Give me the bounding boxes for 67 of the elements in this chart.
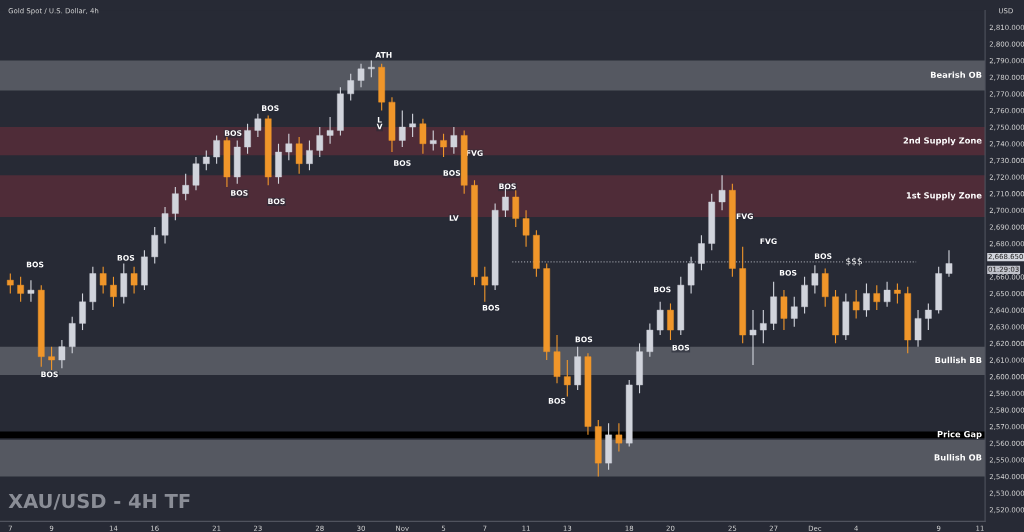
candlestick <box>7 272 14 295</box>
candlestick <box>68 316 76 354</box>
candlestick <box>780 289 788 331</box>
candlestick <box>398 109 406 148</box>
candlestick <box>151 226 159 265</box>
candlestick <box>914 309 922 348</box>
candlestick <box>852 289 860 319</box>
candlestick <box>347 73 355 102</box>
candlestick <box>522 209 530 248</box>
candlestick <box>285 133 293 161</box>
candlestick <box>646 322 654 358</box>
candlestick <box>79 292 86 331</box>
band-label: 2nd Supply Zone <box>903 137 982 146</box>
candlestick <box>316 126 324 158</box>
candlestick <box>110 276 117 308</box>
band-label: 1st Supply Zone <box>906 192 982 201</box>
candlestick <box>182 173 189 201</box>
candlestick <box>883 281 891 308</box>
candlestick <box>161 206 169 245</box>
candlestick <box>615 422 623 453</box>
annotation: XAU/USD - 4H TF <box>8 493 190 510</box>
candlestick <box>873 284 881 311</box>
candlestick <box>213 134 220 165</box>
candlestick <box>172 186 179 221</box>
candlestick <box>564 359 571 398</box>
candlestick <box>419 118 427 155</box>
candlestick <box>790 296 798 328</box>
candlestick <box>450 126 458 155</box>
candlestick <box>440 133 447 158</box>
candlestick <box>99 266 107 295</box>
candlestick <box>811 264 819 295</box>
candlestick <box>698 234 705 271</box>
candlestick <box>409 113 416 138</box>
band-label: Bearish OB <box>930 71 982 78</box>
candlestick <box>429 129 437 151</box>
candlestick <box>357 63 365 88</box>
candlestick <box>656 301 664 336</box>
candlestick <box>130 266 138 295</box>
candlestick <box>254 113 262 138</box>
candlestick <box>718 174 726 211</box>
candlestick <box>749 309 757 366</box>
candlestick <box>512 189 520 228</box>
candlestick <box>801 276 808 314</box>
candlestick <box>945 249 953 278</box>
candlestick <box>27 279 35 303</box>
candlestick <box>295 136 303 175</box>
band-label: Bullish BB <box>935 356 982 364</box>
candlestick <box>203 149 210 171</box>
ref-line-label: $$$ <box>846 257 862 266</box>
candlestick <box>667 302 674 341</box>
candlestick <box>306 139 313 171</box>
band-label: Price Gap <box>937 430 982 439</box>
candlestick <box>120 262 128 304</box>
candlestick <box>326 116 334 145</box>
candlestick <box>925 302 932 331</box>
candlestick <box>17 276 24 303</box>
candlestick <box>58 339 66 369</box>
band-label: Bullish OB <box>934 454 982 461</box>
candlestick <box>863 282 870 318</box>
candlestick <box>192 156 200 191</box>
candlestick <box>760 309 767 344</box>
candlestick <box>48 346 55 371</box>
candlestick <box>481 266 489 303</box>
candlestick <box>821 267 829 308</box>
candlestick <box>244 123 251 155</box>
candlestick <box>687 256 695 295</box>
candlestick <box>894 282 901 304</box>
